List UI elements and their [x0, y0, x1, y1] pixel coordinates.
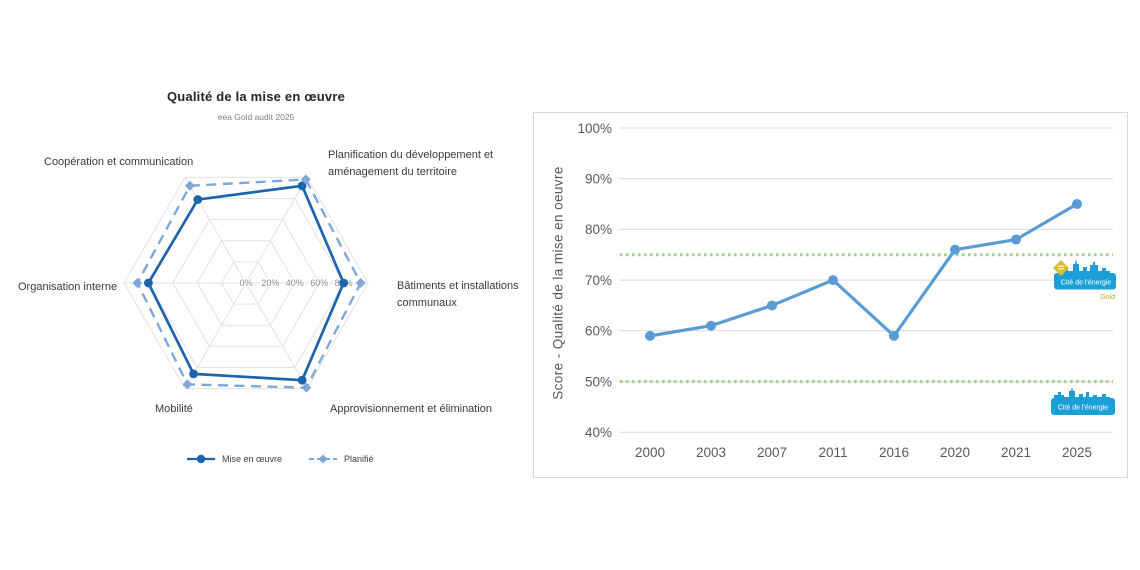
data-point-marker	[300, 174, 311, 185]
radar-axis-tick: 20%	[261, 278, 279, 288]
data-point-marker	[144, 278, 153, 288]
data-point-marker	[132, 278, 143, 288]
radar-axis-label-approvisionnement: Approvisionnement et élimination	[330, 403, 493, 415]
radar-axis-tick: 0%	[239, 278, 252, 288]
legend-item-planifie: Planifié	[308, 454, 374, 464]
gold-badge-icon	[1053, 260, 1069, 276]
legend-marker-dashed-diamond-icon	[309, 454, 338, 464]
legend-marker-solid-circle-icon	[187, 454, 215, 464]
logo-banner	[1051, 398, 1115, 415]
data-point-marker	[339, 278, 348, 288]
radar-chart-title: Qualité de la mise en œuvre	[166, 89, 346, 104]
cite-energie-gold-logo: Cité de l'énergie Gold	[1053, 259, 1116, 301]
radar-axis-label-planification: Planification du développement et aménag…	[328, 147, 493, 180]
radar-series-planifie	[132, 174, 366, 393]
legend-label-planifie: Planifié	[344, 454, 374, 464]
radar-axis-tick: 80%	[335, 278, 353, 288]
y-axis-title: Score - Qualité de la mise en oeuvre	[550, 166, 566, 400]
logo-banner-text: Cité de l'énergie	[1058, 405, 1108, 412]
radar-legend: Mise en œuvre Planifié	[186, 454, 374, 464]
gold-badge-mark	[1058, 268, 1064, 270]
line-chart-border	[533, 112, 1128, 478]
data-point-marker	[193, 195, 203, 204]
data-point-marker	[182, 379, 193, 390]
radar-series-mise-en-oeuvre	[144, 181, 348, 385]
axis-label-line: aménagement du territoire	[328, 165, 458, 178]
axis-label-line: Planification du développement et	[328, 149, 494, 161]
city-skyline-icon	[1058, 259, 1110, 275]
radar-axis-label-mobilite: Mobilité	[155, 403, 193, 415]
radar-axis-tick: 60%	[310, 278, 328, 288]
axis-label-line: Bâtiments et installations	[397, 280, 519, 292]
radar-axis-label-cooperation: Coopération et communication	[44, 156, 194, 168]
logo-banner-text: Cité de l'énergie	[1061, 280, 1111, 287]
gold-badge-mark	[1057, 265, 1065, 267]
legend-item-mise-en-oeuvre: Mise en œuvre	[186, 454, 282, 464]
data-point-marker	[301, 382, 312, 393]
radar-grid	[123, 176, 369, 390]
legend-label-mise-en-oeuvre: Mise en œuvre	[222, 454, 283, 464]
logo-banner	[1054, 273, 1116, 290]
city-skyline-icon	[1054, 387, 1110, 400]
radar-axis-label-batiments: Bâtiments et installations communaux	[397, 278, 519, 311]
axis-label-line: communaux	[397, 296, 457, 309]
data-point-marker	[297, 181, 307, 191]
cite-energie-logo: Cité de l'énergie	[1051, 387, 1115, 415]
logo-tier-label: Gold	[1100, 294, 1116, 301]
data-point-marker	[189, 369, 198, 379]
radar-axis-label-organisation: Organisation interne	[18, 281, 118, 293]
data-point-marker	[297, 375, 307, 385]
radar-chart-subtitle: eea Gold audit 2025	[217, 112, 295, 122]
radar-axis-tick: 40%	[286, 278, 304, 288]
data-point-marker	[184, 180, 195, 191]
data-point-marker	[355, 278, 366, 288]
